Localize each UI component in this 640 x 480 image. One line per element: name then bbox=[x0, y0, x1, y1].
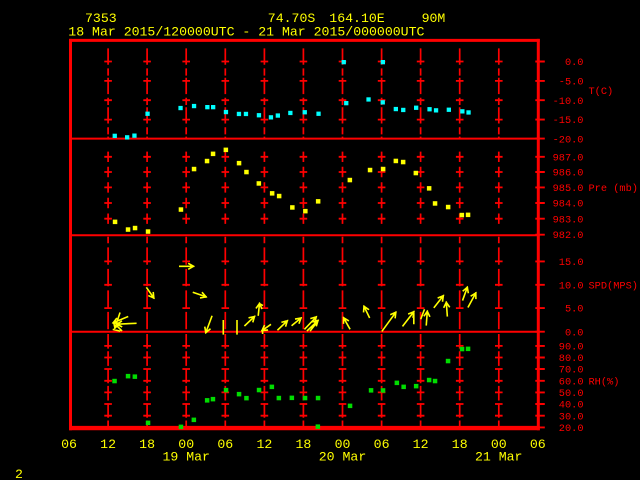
svg-text:70.0: 70.0 bbox=[559, 365, 584, 377]
svg-text:SPD(MPS): SPD(MPS) bbox=[589, 280, 638, 292]
svg-text:00: 00 bbox=[178, 437, 194, 452]
svg-text:90M: 90M bbox=[422, 11, 446, 26]
svg-text:00: 00 bbox=[335, 437, 351, 452]
svg-text:80.0: 80.0 bbox=[559, 353, 584, 365]
svg-text:984.0: 984.0 bbox=[553, 199, 584, 211]
svg-text:-15.0: -15.0 bbox=[553, 115, 584, 127]
svg-text:15.0: 15.0 bbox=[559, 257, 584, 269]
svg-text:21 Mar: 21 Mar bbox=[475, 449, 522, 464]
svg-text:RH(%): RH(%) bbox=[589, 376, 620, 388]
svg-text:982.0: 982.0 bbox=[553, 230, 584, 242]
svg-text:40.0: 40.0 bbox=[559, 400, 584, 412]
svg-text:-10.0: -10.0 bbox=[553, 96, 584, 108]
svg-text:74.70S: 74.70S bbox=[268, 11, 316, 26]
svg-text:60.0: 60.0 bbox=[559, 377, 584, 389]
svg-text:983.0: 983.0 bbox=[553, 214, 584, 226]
svg-text:06: 06 bbox=[217, 437, 233, 452]
svg-text:2: 2 bbox=[15, 467, 23, 480]
svg-text:18: 18 bbox=[139, 437, 155, 452]
svg-text:06: 06 bbox=[61, 437, 77, 452]
svg-text:00: 00 bbox=[491, 437, 507, 452]
svg-text:Pre (mb): Pre (mb) bbox=[589, 183, 638, 195]
svg-text:987.0: 987.0 bbox=[553, 152, 584, 164]
svg-text:T(C): T(C) bbox=[589, 86, 614, 98]
svg-text:12: 12 bbox=[413, 437, 429, 452]
svg-text:30.0: 30.0 bbox=[559, 411, 584, 423]
svg-text:7353: 7353 bbox=[85, 11, 117, 26]
svg-text:10.0: 10.0 bbox=[559, 280, 584, 292]
svg-text:164.10E: 164.10E bbox=[329, 11, 384, 26]
svg-text:18 Mar 2015/120000UTC - 21 Mar: 18 Mar 2015/120000UTC - 21 Mar 2015/0000… bbox=[68, 24, 424, 39]
svg-text:12: 12 bbox=[100, 437, 116, 452]
svg-text:5.0: 5.0 bbox=[565, 304, 584, 316]
svg-text:06: 06 bbox=[374, 437, 390, 452]
svg-text:90.0: 90.0 bbox=[559, 342, 584, 354]
svg-text:12: 12 bbox=[256, 437, 272, 452]
svg-text:0.0: 0.0 bbox=[565, 327, 584, 339]
svg-text:20 Mar: 20 Mar bbox=[319, 449, 366, 464]
svg-text:-5.0: -5.0 bbox=[559, 77, 584, 89]
svg-text:986.0: 986.0 bbox=[553, 168, 584, 180]
svg-text:50.0: 50.0 bbox=[559, 388, 584, 400]
svg-text:18: 18 bbox=[295, 437, 311, 452]
svg-text:0.0: 0.0 bbox=[565, 57, 584, 69]
svg-text:19 Mar: 19 Mar bbox=[162, 449, 209, 464]
svg-text:18: 18 bbox=[452, 437, 468, 452]
svg-text:20.0: 20.0 bbox=[559, 423, 584, 435]
svg-text:06: 06 bbox=[530, 437, 546, 452]
svg-text:-20.0: -20.0 bbox=[553, 135, 584, 147]
svg-text:985.0: 985.0 bbox=[553, 183, 584, 195]
